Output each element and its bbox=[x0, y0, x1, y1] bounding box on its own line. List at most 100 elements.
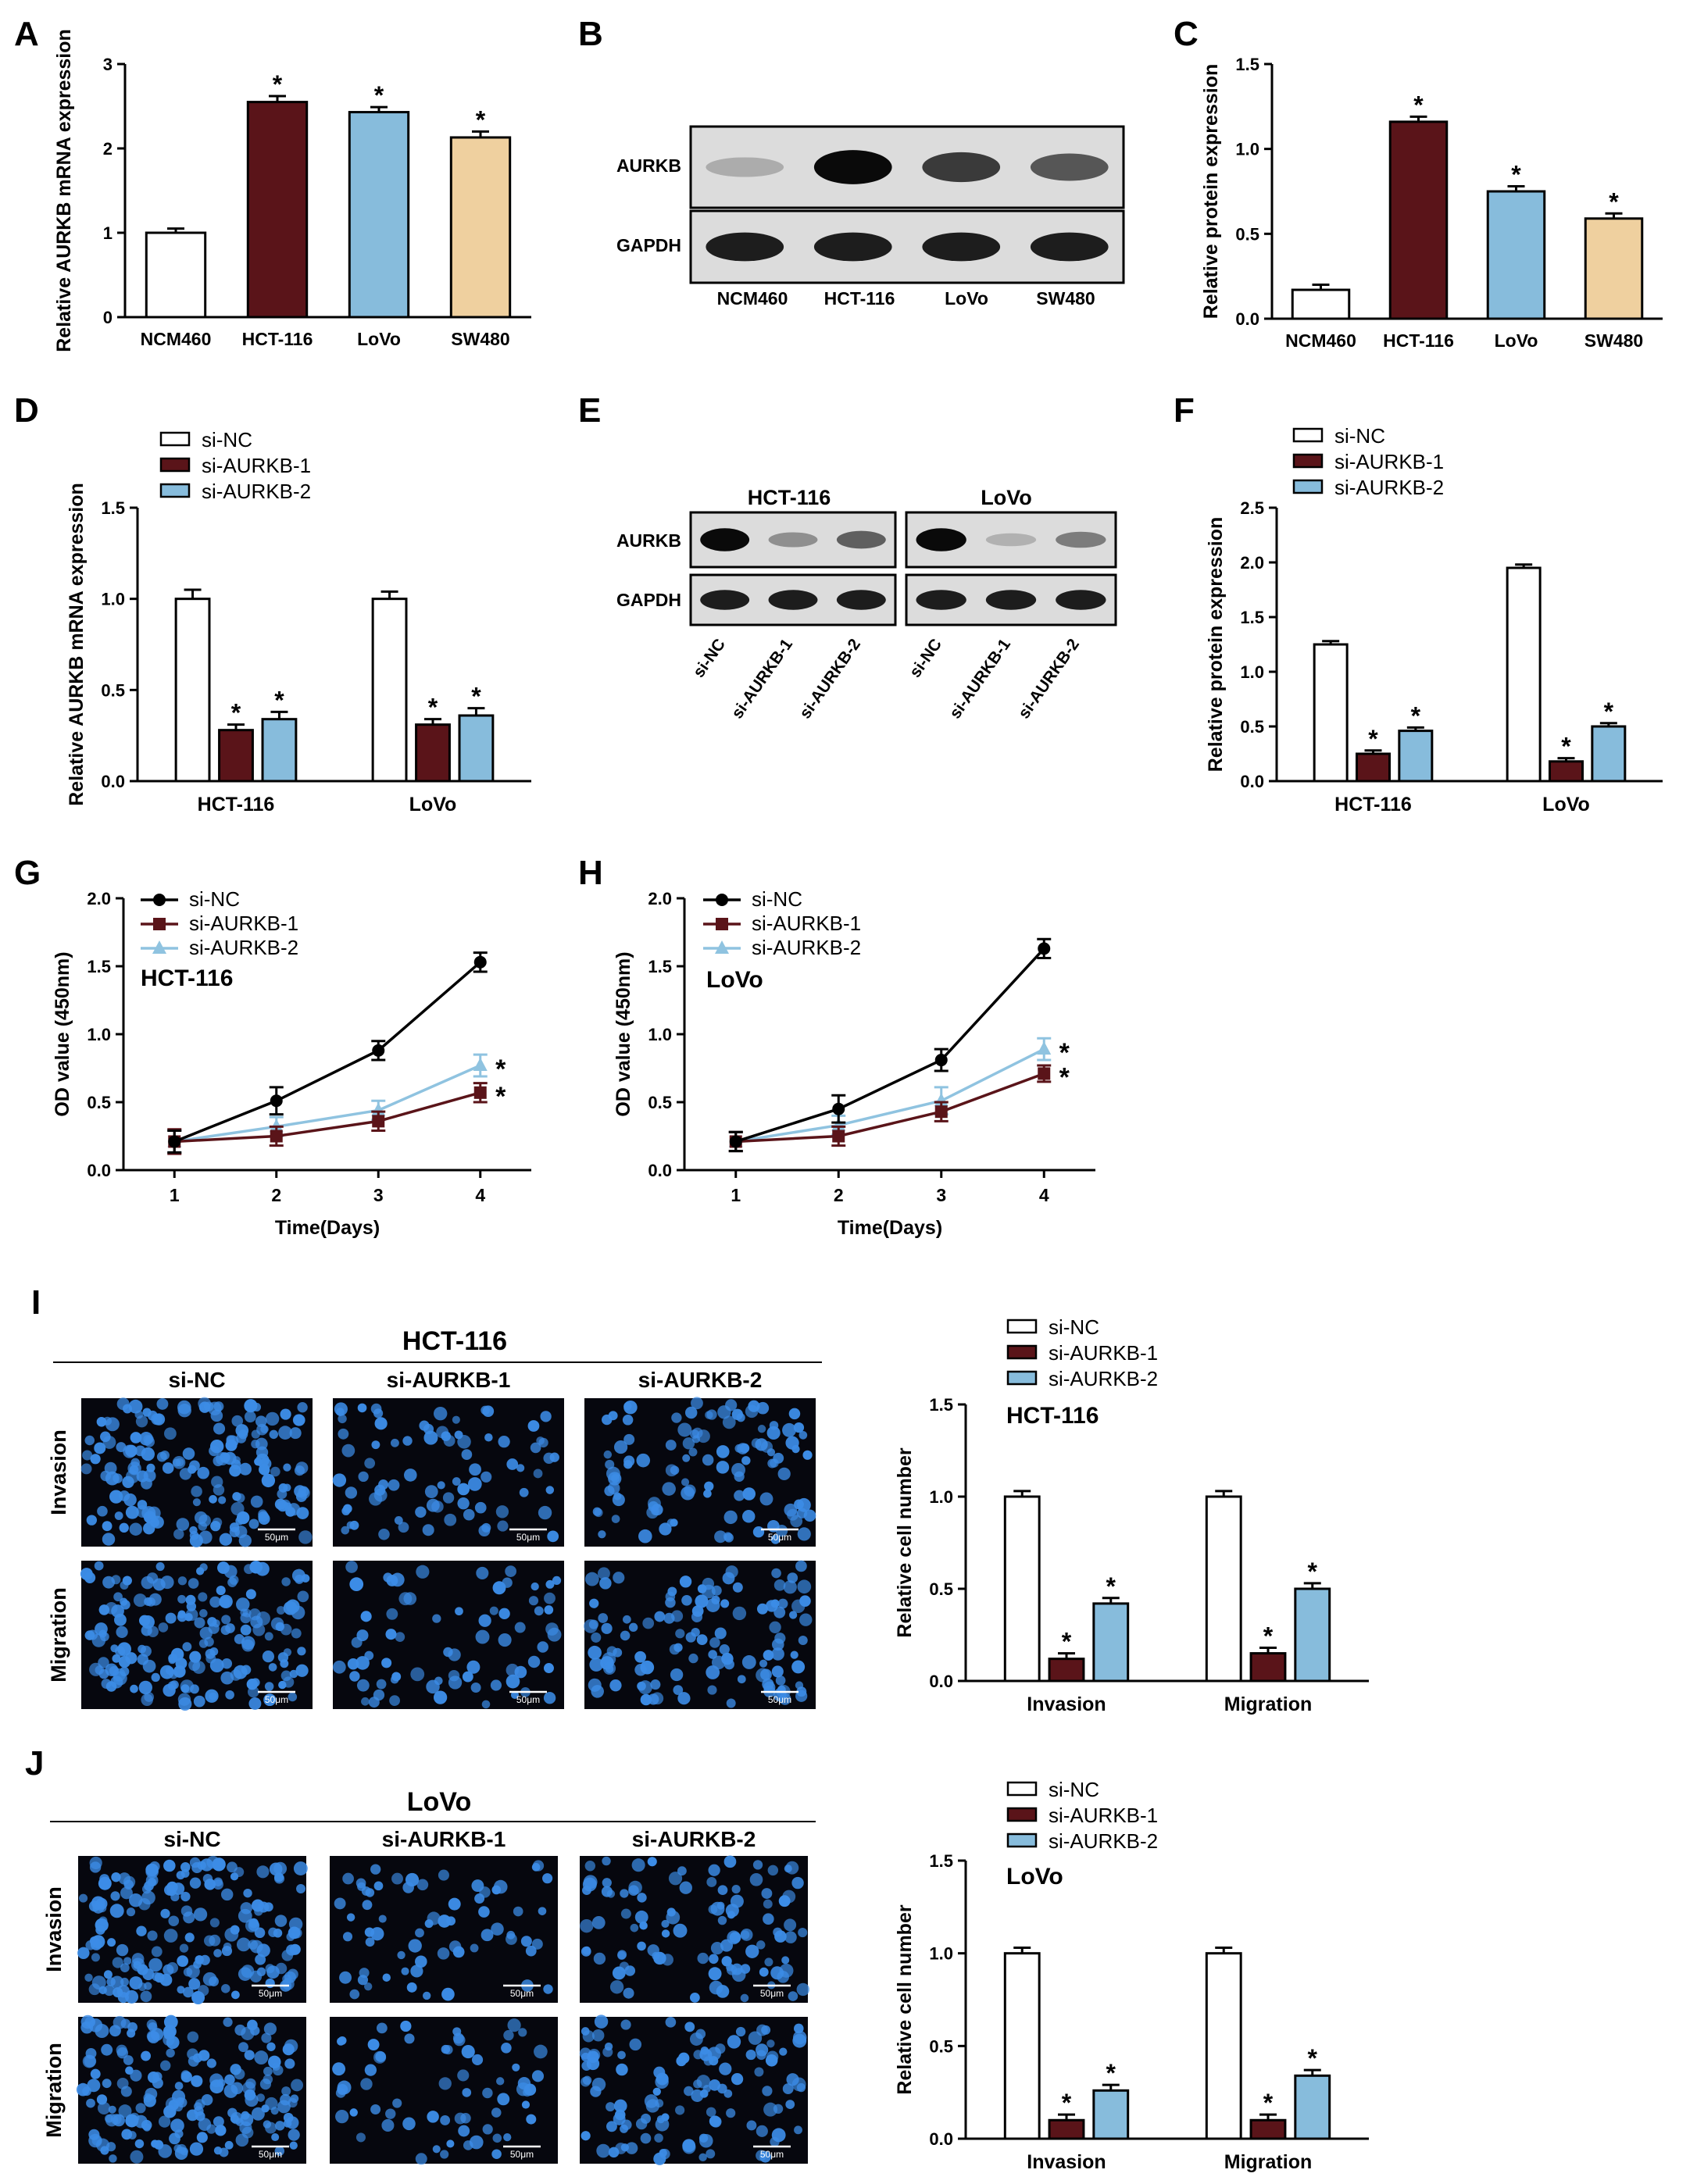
cell-nucleus bbox=[759, 1492, 773, 1506]
cell-nucleus bbox=[193, 1907, 208, 1922]
cell-nucleus bbox=[99, 1874, 110, 1885]
cell-nucleus bbox=[544, 1592, 556, 1604]
panel-letter-h: H bbox=[578, 854, 603, 892]
cell-nucleus bbox=[538, 1907, 547, 1915]
cell-nucleus bbox=[398, 1592, 413, 1606]
cell-nucleus bbox=[241, 2126, 254, 2139]
cell-nucleus bbox=[709, 2056, 719, 2066]
cell-nucleus bbox=[260, 1425, 269, 1433]
cell-nucleus bbox=[191, 1991, 205, 2005]
cell-nucleus bbox=[95, 1925, 105, 1935]
cell-nucleus bbox=[187, 2048, 198, 2060]
cell-nucleus bbox=[748, 2031, 763, 2045]
panel-letter-c: C bbox=[1174, 15, 1199, 53]
cell-nucleus bbox=[180, 2071, 192, 2082]
cell-nucleus bbox=[489, 1606, 498, 1615]
cell-nucleus bbox=[497, 2093, 510, 2106]
cell-nucleus bbox=[784, 1918, 797, 1932]
cell-nucleus bbox=[164, 1427, 177, 1440]
image-panel-hct-116-micrograph-nuclei bbox=[592, 1397, 816, 1544]
cell-nucleus bbox=[481, 1700, 491, 1709]
cell-nucleus bbox=[528, 1596, 539, 1606]
cell-nucleus bbox=[138, 1644, 147, 1654]
cell-nucleus bbox=[422, 1524, 434, 1536]
cell-nucleus bbox=[288, 2129, 300, 2141]
cell-nucleus bbox=[103, 1985, 115, 1997]
cell-nucleus bbox=[792, 2033, 807, 2048]
cell-nucleus bbox=[803, 1509, 816, 1522]
cell-nucleus bbox=[120, 1963, 130, 1972]
cell-nucleus bbox=[250, 1495, 263, 1508]
cell-nucleus bbox=[339, 1971, 352, 1984]
cell-nucleus bbox=[345, 1561, 358, 1573]
cell-nucleus bbox=[134, 1445, 146, 1457]
cell-nucleus bbox=[213, 1949, 222, 1957]
cell-nucleus bbox=[518, 2028, 527, 2037]
cell-nucleus bbox=[492, 2133, 502, 2143]
cell-nucleus bbox=[198, 1639, 209, 1648]
cell-nucleus bbox=[732, 1606, 747, 1621]
chart-g-annotation: HCT-116 bbox=[141, 965, 233, 991]
cell-nucleus bbox=[220, 1984, 230, 1993]
cell-nucleus bbox=[215, 2125, 227, 2136]
chart-d-y-tick-label: 1.0 bbox=[101, 590, 125, 609]
cell-nucleus bbox=[165, 1612, 177, 1624]
cell-nucleus bbox=[364, 2064, 377, 2076]
chart-a-significance: * bbox=[476, 105, 486, 134]
image-panel-lovo-micrograph-nuclei bbox=[76, 2014, 304, 2164]
cell-nucleus bbox=[441, 2044, 451, 2054]
cell-nucleus bbox=[86, 2098, 95, 2108]
image-panel-lovo-micrograph-nuclei bbox=[332, 2018, 548, 2165]
cell-nucleus bbox=[156, 1451, 167, 1462]
cell-nucleus bbox=[438, 1915, 452, 1928]
blot-e-aurkb-hct116-band bbox=[836, 530, 886, 549]
chart-i-legend-label: si-AURKB-2 bbox=[1049, 1367, 1158, 1390]
cell-nucleus bbox=[505, 1565, 517, 1577]
cell-nucleus bbox=[581, 2061, 592, 2071]
cell-nucleus bbox=[193, 1695, 205, 1708]
image-panel-hct-116-column-label: si-AURKB-1 bbox=[387, 1368, 511, 1392]
cell-nucleus bbox=[682, 1454, 691, 1462]
cell-nucleus bbox=[341, 1444, 355, 1458]
cell-nucleus bbox=[116, 2044, 127, 2056]
chart-a-y-tick-label: 2 bbox=[103, 139, 113, 159]
chart-i-x-tick-label: Invasion bbox=[1027, 1693, 1106, 1715]
cell-nucleus bbox=[209, 1439, 224, 1454]
cell-nucleus bbox=[274, 1498, 287, 1510]
cell-nucleus bbox=[105, 1417, 120, 1432]
cell-nucleus bbox=[461, 2045, 475, 2059]
cell-nucleus bbox=[291, 1628, 302, 1639]
cell-nucleus bbox=[623, 1400, 638, 1415]
cell-nucleus bbox=[598, 1530, 606, 1539]
chart-f-legend-swatch bbox=[1292, 427, 1324, 443]
chart-j-y-label: Relative cell number bbox=[894, 1904, 916, 2094]
cell-nucleus bbox=[224, 2140, 234, 2150]
cell-nucleus bbox=[514, 1622, 526, 1633]
chart-h-legend-label: si-NC bbox=[752, 887, 802, 911]
cell-nucleus bbox=[697, 1584, 707, 1593]
chart-g-legend-point bbox=[153, 894, 166, 906]
cell-nucleus bbox=[542, 1873, 553, 1884]
cell-nucleus bbox=[184, 1612, 193, 1622]
chart-i-significance: * bbox=[1308, 1558, 1318, 1586]
cell-nucleus bbox=[334, 1897, 346, 1910]
cell-nucleus bbox=[432, 2145, 441, 2154]
chart-a-significance: * bbox=[374, 81, 384, 109]
cell-nucleus bbox=[688, 1447, 698, 1457]
cell-nucleus bbox=[88, 2129, 100, 2140]
chart-h-y-tick-label: 0.0 bbox=[648, 1161, 672, 1180]
panel-letter-i: I bbox=[31, 1283, 41, 1322]
chart-g-legend-label: si-AURKB-2 bbox=[189, 936, 298, 959]
chart-j-legend-swatch bbox=[1006, 1832, 1038, 1848]
cell-nucleus bbox=[534, 1606, 544, 1616]
cell-nucleus bbox=[773, 1579, 786, 1591]
cell-nucleus bbox=[667, 1586, 677, 1597]
cell-nucleus bbox=[790, 1515, 803, 1528]
cell-nucleus bbox=[102, 2079, 112, 2089]
cell-nucleus bbox=[166, 2048, 175, 2058]
cell-nucleus bbox=[282, 2043, 295, 2056]
cell-nucleus bbox=[96, 2138, 110, 2152]
chart-g-x-tick-label: 3 bbox=[373, 1185, 384, 1205]
cell-nucleus bbox=[263, 2120, 272, 2129]
